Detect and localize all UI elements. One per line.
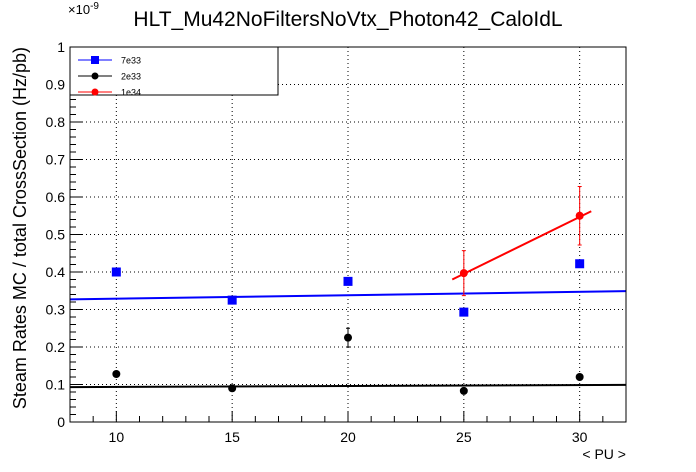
y-tick-label: 0.1 xyxy=(46,377,66,393)
x-tick-label: 30 xyxy=(572,429,588,445)
data-point-7e33 xyxy=(575,259,585,269)
y-axis-label: Steam Rates MC / total CrossSection (Hz/… xyxy=(10,47,30,409)
data-point-2e33 xyxy=(575,373,584,381)
x-axis-label: < PU > xyxy=(582,446,626,462)
data-point-1e34 xyxy=(575,211,584,220)
y-tick-label: 0.7 xyxy=(46,152,66,168)
data-point-2e33 xyxy=(344,333,352,342)
y-tick-label: 0.8 xyxy=(46,114,66,130)
legend-box xyxy=(69,46,279,96)
data-point-2e33 xyxy=(459,386,468,395)
legend-label-1e34: 1e34 xyxy=(121,88,141,98)
grid xyxy=(70,47,626,422)
legend-marker-7e33 xyxy=(91,56,99,64)
y-tick-label: 0.4 xyxy=(46,264,66,280)
x-tick-label: 25 xyxy=(456,429,472,445)
y-exponent-label: ×10-9 xyxy=(68,1,99,17)
y-tick-label: 0.9 xyxy=(46,77,66,93)
data-point-2e33 xyxy=(112,370,121,378)
legend-label-2e33: 2e33 xyxy=(121,72,141,82)
x-tick-label: 15 xyxy=(224,429,240,445)
y-tick-label: 1 xyxy=(57,39,65,55)
data-markers xyxy=(111,211,585,395)
fit-line-2e33 xyxy=(69,383,627,389)
axes: 10 15 20 25 30 0 0.1 0.2 0.3 0.4 0.5 0.6 0.7 0.8 0.9 1 xyxy=(46,39,627,445)
y-tick-label: 0.2 xyxy=(46,339,66,355)
x-tick-label: 10 xyxy=(109,429,125,445)
y-tick-label: 0.5 xyxy=(46,227,66,243)
fit-line-1e34 xyxy=(451,210,592,281)
fit-lines xyxy=(69,210,627,389)
legend: 7e33 2e33 1e34 xyxy=(69,46,279,98)
x-tick-label: 20 xyxy=(340,429,356,445)
legend-marker-1e34 xyxy=(91,88,99,96)
data-point-1e34 xyxy=(459,269,468,278)
legend-label-7e33: 7e33 xyxy=(121,56,141,66)
data-point-7e33 xyxy=(111,267,121,277)
legend-marker-2e33 xyxy=(91,72,99,80)
y-tick-label: 0 xyxy=(57,414,65,430)
data-point-7e33 xyxy=(343,276,353,286)
data-point-7e33 xyxy=(227,295,237,305)
data-point-7e33 xyxy=(459,307,469,317)
fit-line-7e33 xyxy=(69,290,627,301)
data-point-2e33 xyxy=(228,384,237,393)
chart-title: HLT_Mu42NoFiltersNoVtx_Photon42_CaloIdL xyxy=(133,8,562,31)
y-tick-label: 0.6 xyxy=(46,189,66,205)
y-tick-label: 0.3 xyxy=(46,302,66,318)
